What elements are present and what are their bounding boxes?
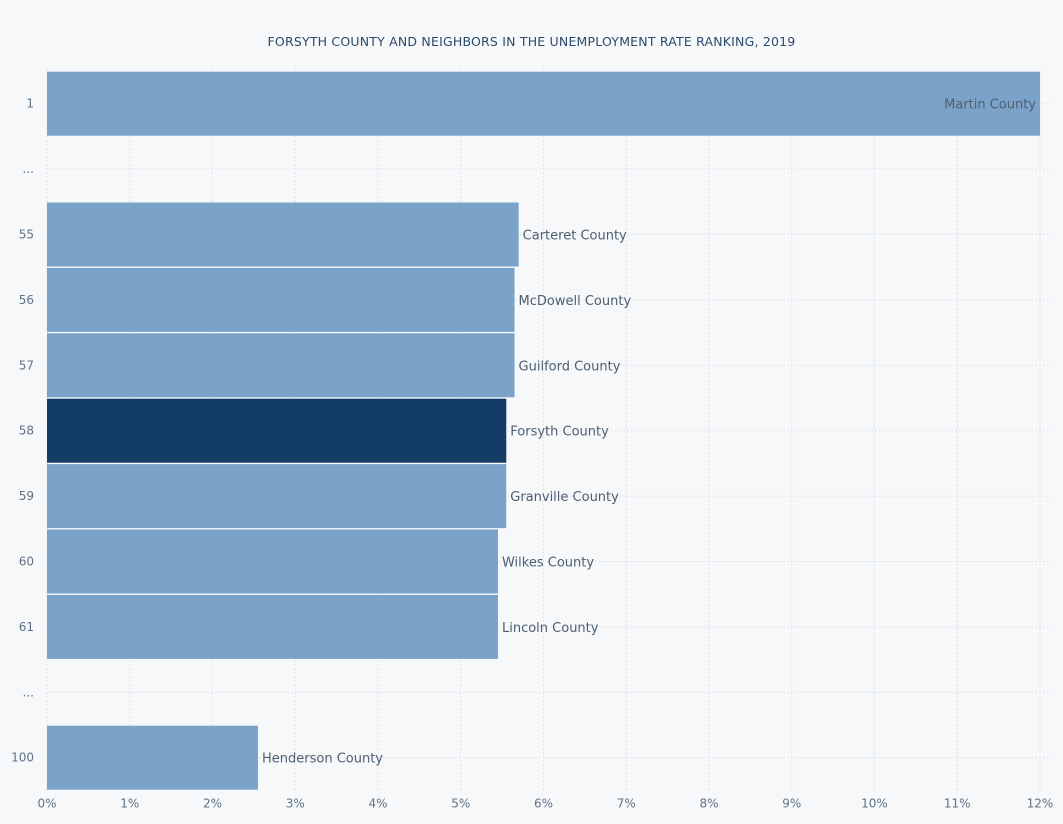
chart-title: FORSYTH COUNTY AND NEIGHBORS IN THE UNEM…: [267, 34, 796, 49]
rank-label: 59: [19, 489, 34, 503]
bar-labels: Martin County Carteret County McDowell Cou…: [262, 98, 1036, 767]
bar-label: Henderson County: [262, 752, 383, 767]
x-tick-label: 9%: [782, 796, 801, 810]
x-tick-label: 0%: [37, 796, 56, 810]
bar-label: Martin County: [944, 98, 1036, 113]
bar-label: McDowell County: [519, 294, 632, 309]
rank-label: 100: [11, 751, 34, 765]
rank-label: 1: [26, 97, 34, 111]
x-tick-label: 6%: [534, 796, 553, 810]
bar: [47, 71, 1040, 136]
bar: [47, 202, 519, 267]
bar-label: Wilkes County: [502, 556, 594, 571]
bar-label: Carteret County: [523, 229, 627, 244]
rank-label: 61: [19, 620, 34, 634]
bar: [47, 529, 498, 594]
rank-label: 56: [19, 293, 34, 307]
rank-label: ...: [23, 685, 34, 699]
x-tick-label: 10%: [861, 796, 888, 810]
x-axis-tick-labels: 0% 1% 2% 3% 4% 5% 6% 7% 8% 9% 10% 11% 12%: [37, 796, 1053, 810]
bar-label: Lincoln County: [502, 621, 599, 636]
bar-label: Forsyth County: [510, 425, 609, 440]
bars: [47, 71, 1040, 790]
x-tick-label: 7%: [617, 796, 636, 810]
rank-label: 57: [19, 358, 34, 372]
x-tick-label: 12%: [1027, 796, 1054, 810]
y-axis-rank-labels: 1... 55 56 57 58 59 60 61... 100: [11, 97, 34, 765]
bar-highlighted: [47, 398, 507, 463]
rank-label: 55: [19, 228, 34, 242]
bar: [47, 725, 259, 790]
x-tick-label: 8%: [699, 796, 718, 810]
bar: [47, 267, 515, 332]
bar-label: Guilford County: [519, 359, 621, 374]
x-tick-label: 11%: [944, 796, 971, 810]
x-tick-label: 4%: [368, 796, 387, 810]
rank-label: 60: [19, 555, 34, 569]
x-tick-label: 5%: [451, 796, 470, 810]
x-tick-label: 3%: [286, 796, 305, 810]
x-tick-label: 1%: [120, 796, 139, 810]
bar-label: Granville County: [510, 490, 619, 505]
bar: [47, 333, 515, 398]
x-tick-label: 2%: [203, 796, 222, 810]
bar: [47, 464, 507, 529]
bar: [47, 594, 498, 659]
rank-label: 58: [19, 424, 34, 438]
rank-label: ...: [23, 162, 34, 176]
